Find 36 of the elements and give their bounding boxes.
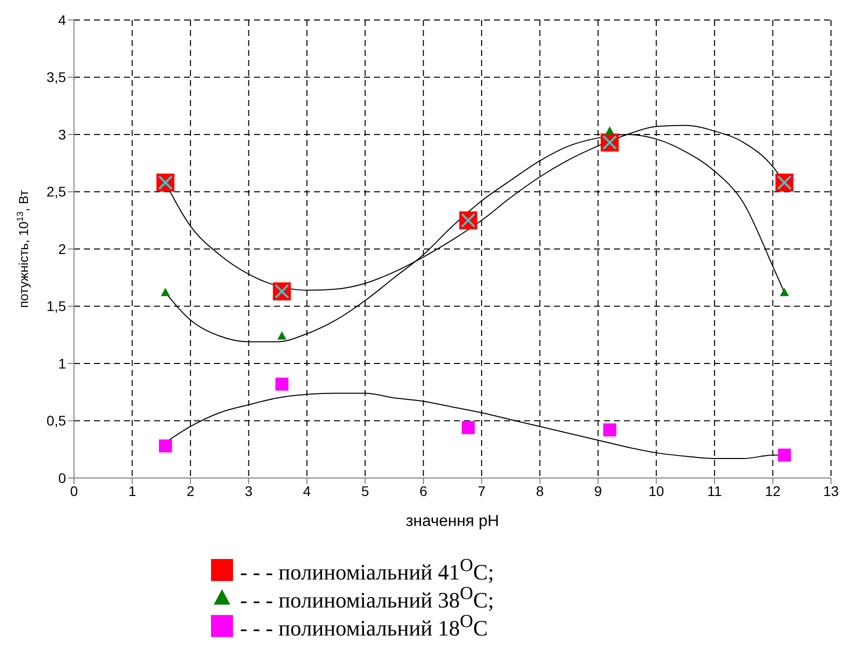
point [277, 331, 286, 340]
x-tick-label: 4 [303, 482, 312, 499]
x-tick-label: 9 [594, 482, 602, 499]
point [780, 288, 789, 296]
point [605, 126, 614, 135]
x-tick-label: 8 [536, 482, 544, 499]
point [158, 439, 172, 452]
point [603, 423, 616, 436]
x-tick-label: 12 [764, 482, 781, 499]
legend-label: - - - полиноміальний 38$^{O}$C; [240, 582, 494, 614]
point [462, 421, 475, 434]
x-axis-title: значення pH [406, 513, 500, 530]
point [778, 448, 791, 462]
x-tick-label: 11 [707, 482, 722, 499]
point [275, 378, 288, 391]
legend-label: - - - полиноміальний 41$^{O}$C; [240, 554, 494, 586]
point [160, 288, 170, 296]
y-tick-label: 2,5 [46, 184, 66, 200]
x-tick-label: 3 [244, 482, 253, 499]
y-tick-label: 4 [58, 12, 66, 28]
y-tick-label: 3,5 [46, 69, 66, 86]
y-tick-label: 0,5 [46, 412, 66, 429]
x-tick-label: 6 [419, 482, 428, 499]
y-tick-label: 3 [58, 126, 66, 142]
x-tick-label: 0 [70, 482, 78, 499]
x-tick-label: 13 [823, 482, 839, 499]
y-tick-label: 2 [58, 240, 66, 257]
x-tick-label: 2 [186, 482, 195, 499]
x-tick-label: 10 [648, 482, 664, 499]
x-tick-label: 7 [478, 482, 486, 499]
x-tick-label: 1 [128, 482, 136, 499]
y-tick-label: 1,5 [46, 298, 66, 314]
y-tick-label: 1 [58, 355, 66, 372]
y-tick-label: 0 [58, 470, 66, 486]
legend-label: - - - полиноміальний 18$^{O}$C [240, 610, 488, 642]
x-tick-label: 5 [361, 482, 370, 499]
